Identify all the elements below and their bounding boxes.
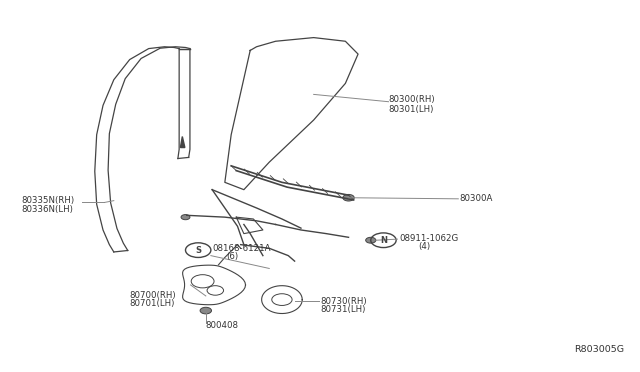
Text: 80300A: 80300A	[460, 194, 493, 203]
Text: S: S	[195, 246, 201, 254]
Text: 08168-6121A: 08168-6121A	[212, 244, 271, 253]
Text: 80700(RH): 80700(RH)	[130, 291, 176, 301]
Text: R803005G: R803005G	[575, 344, 625, 353]
Text: (4): (4)	[419, 242, 431, 251]
Circle shape	[181, 215, 190, 220]
Polygon shape	[180, 137, 185, 148]
Text: 80335N(RH): 80335N(RH)	[22, 196, 75, 205]
Text: 80730(RH): 80730(RH)	[320, 297, 367, 306]
Circle shape	[343, 195, 355, 201]
Text: 80336N(LH): 80336N(LH)	[22, 205, 74, 214]
Text: (6): (6)	[226, 252, 238, 261]
Circle shape	[365, 237, 376, 243]
Text: 80731(LH): 80731(LH)	[320, 305, 365, 314]
Text: 80300(RH): 80300(RH)	[388, 95, 435, 105]
Text: 800408: 800408	[206, 321, 239, 330]
Circle shape	[200, 307, 211, 314]
Text: 80301(LH): 80301(LH)	[388, 105, 434, 113]
Text: 80701(LH): 80701(LH)	[130, 299, 175, 308]
Text: N: N	[380, 236, 387, 245]
Text: 08911-1062G: 08911-1062G	[399, 234, 458, 243]
